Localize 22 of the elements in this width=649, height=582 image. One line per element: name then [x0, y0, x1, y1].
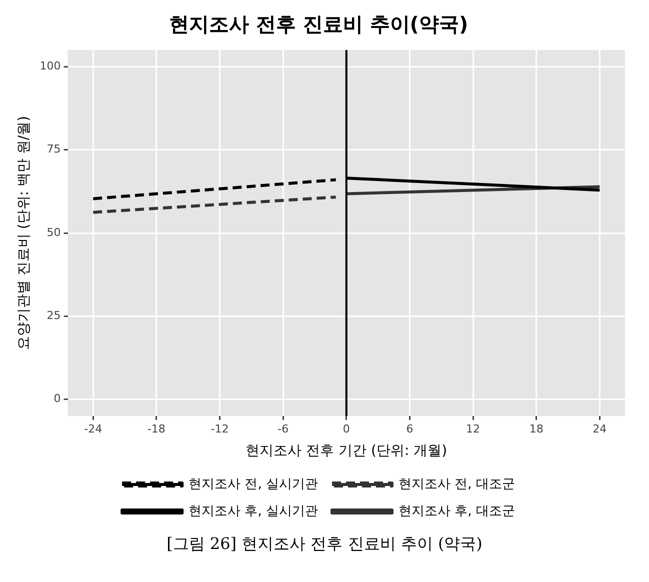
- legend-label: 현지조사 후, 대조군: [398, 504, 515, 519]
- x-tick-label: -12: [210, 422, 229, 436]
- x-tick-label: 0: [342, 422, 350, 436]
- y-tick-label: 100: [40, 59, 61, 72]
- y-axis-title: 요양기관별 진료비 (단위: 백만 원/월): [16, 116, 32, 350]
- legend-label: 현지조사 전, 실시기관: [188, 476, 318, 492]
- text: [그림 26] 현지조사 전후 진료비 추이 (약국): [166, 534, 484, 555]
- x-tick-label: 6: [406, 422, 414, 436]
- x-tick-label: 18: [529, 422, 544, 436]
- y-tick-label: 0: [54, 392, 61, 406]
- legend-label: 현지조사 후, 실시기관: [188, 504, 318, 519]
- x-tick-label: 12: [466, 422, 480, 436]
- y-tick-label: 75: [46, 142, 61, 156]
- x-axis-title: 현지조사 전후 기간 (단위: 개월): [246, 443, 448, 460]
- y-tick-label: 50: [46, 226, 61, 239]
- y-tick-label: 25: [46, 309, 61, 322]
- x-tick-label: -6: [278, 422, 289, 436]
- x-tick-label: -18: [147, 422, 166, 436]
- x-tick-label: 24: [592, 422, 607, 436]
- legend-label: 현지조사 전, 대조군: [398, 476, 515, 492]
- chart-title: 현지조사 전후 진료비 추이(약국): [168, 12, 468, 36]
- x-tick-label: -24: [84, 422, 102, 436]
